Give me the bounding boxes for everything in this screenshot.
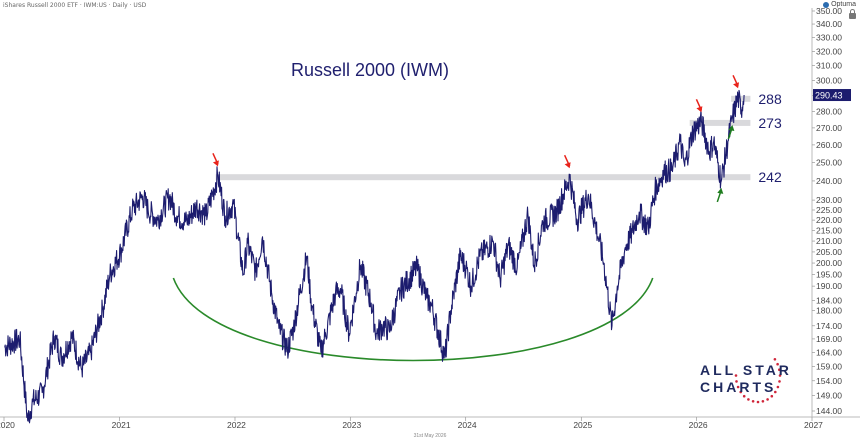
y-tick-label: 169.00 <box>816 334 842 344</box>
green-arrow-6-head <box>728 124 735 131</box>
y-tick-label: 310.00 <box>816 61 842 71</box>
red-arrow-2-head <box>564 162 571 169</box>
logo-line-1: ALL STAR <box>700 362 792 378</box>
logo-star <box>778 374 782 377</box>
green-arrow-6 <box>727 124 735 140</box>
y-tick-label: 270.00 <box>816 123 842 133</box>
logo-star <box>766 398 769 401</box>
y-tick-label: 210.00 <box>816 236 842 246</box>
logo-star <box>776 385 780 389</box>
y-tick-label: 149.00 <box>816 391 842 401</box>
last-price-badge <box>813 89 851 102</box>
logo-star <box>776 362 779 366</box>
y-tick-label: 205.00 <box>816 247 842 257</box>
lock-icon[interactable] <box>849 9 856 19</box>
y-tick-label: 144.00 <box>816 406 842 416</box>
last-price-label: 290.43 <box>815 91 843 101</box>
optuma-label: Optuma <box>831 1 856 8</box>
y-tick-label: 190.00 <box>816 281 842 291</box>
star-ring-icon <box>734 358 782 404</box>
x-tick-label: 2026 <box>689 420 708 430</box>
level-band-242 <box>215 174 751 181</box>
optuma-brand: Optuma <box>823 1 856 8</box>
red-arrow-4 <box>732 74 740 89</box>
y-tick-label: 320.00 <box>816 46 842 56</box>
green-arrow-5-head <box>717 187 724 194</box>
y-tick-label: 340.00 <box>816 19 842 29</box>
y-tick-label: 215.00 <box>816 225 842 235</box>
y-tick-label: 195.00 <box>816 269 842 279</box>
y-tick-label: 154.00 <box>816 376 842 386</box>
logo-star <box>773 358 777 361</box>
y-tick-label: 250.00 <box>816 158 842 168</box>
allstarcharts-logo: ALL STAR CHARTS <box>692 346 792 408</box>
red-arrow-3 <box>695 98 703 113</box>
green-arrow-5 <box>716 187 724 203</box>
y-tick-label: 180.00 <box>816 305 842 315</box>
logo-star <box>756 400 760 404</box>
logo-star <box>734 374 738 377</box>
x-tick-label: 2022 <box>227 420 246 430</box>
y-tick-label: 225.00 <box>816 205 842 215</box>
logo-star <box>751 400 755 403</box>
logo-star <box>778 368 781 371</box>
level-label-242: 242 <box>758 169 782 185</box>
logo-star <box>747 398 750 401</box>
level-label-273: 273 <box>758 115 782 131</box>
red-arrow-1-head <box>212 160 219 167</box>
red-arrow-4-head <box>733 82 740 89</box>
chart-title: Russell 2000 (IWM) <box>290 60 450 80</box>
y-tick-label: 230.00 <box>816 195 842 205</box>
x-tick-label: 2025 <box>573 420 592 430</box>
logo-star <box>770 394 774 398</box>
y-tick-label: 280.00 <box>816 107 842 117</box>
y-tick-label: 220.00 <box>816 215 842 225</box>
red-arrow-3-head <box>696 106 703 113</box>
red-arrow-2 <box>563 154 571 169</box>
y-tick-label: 260.00 <box>816 140 842 150</box>
footer-date: 31st May 2026 <box>413 433 447 439</box>
y-tick-label: 300.00 <box>816 75 842 85</box>
logo-star <box>735 380 738 383</box>
logo-star <box>774 390 777 394</box>
y-tick-label: 350.00 <box>816 6 842 16</box>
rounding-bottom-arc <box>172 277 654 362</box>
logo-star <box>739 390 742 394</box>
logo-star <box>736 385 740 389</box>
logo-star <box>778 380 781 383</box>
red-arrow-1 <box>212 153 219 167</box>
y-tick-label: 174.00 <box>816 321 842 331</box>
y-tick-label: 164.00 <box>816 347 842 357</box>
logo-line-2: CHARTS <box>700 379 777 395</box>
y-tick-label: 159.00 <box>816 361 842 371</box>
logo-star <box>761 400 765 403</box>
level-label-288: 288 <box>758 91 782 107</box>
logo-star <box>742 394 746 398</box>
y-tick-label: 184.00 <box>816 296 842 306</box>
y-tick-label: 200.00 <box>816 258 842 268</box>
chart-header: iShares Russell 2000 ETF · IWM:US · Dail… <box>3 2 147 9</box>
y-tick-label: 330.00 <box>816 33 842 43</box>
x-tick-label: 2024 <box>458 420 477 430</box>
level-band-273 <box>689 119 751 126</box>
y-tick-label: 240.00 <box>816 176 842 186</box>
optuma-logo-icon <box>823 1 830 8</box>
price-series-line <box>4 89 745 424</box>
x-tick-label: 2021 <box>112 420 131 430</box>
x-tick-label: 2023 <box>342 420 361 430</box>
x-tick-label: 2027 <box>804 420 823 430</box>
